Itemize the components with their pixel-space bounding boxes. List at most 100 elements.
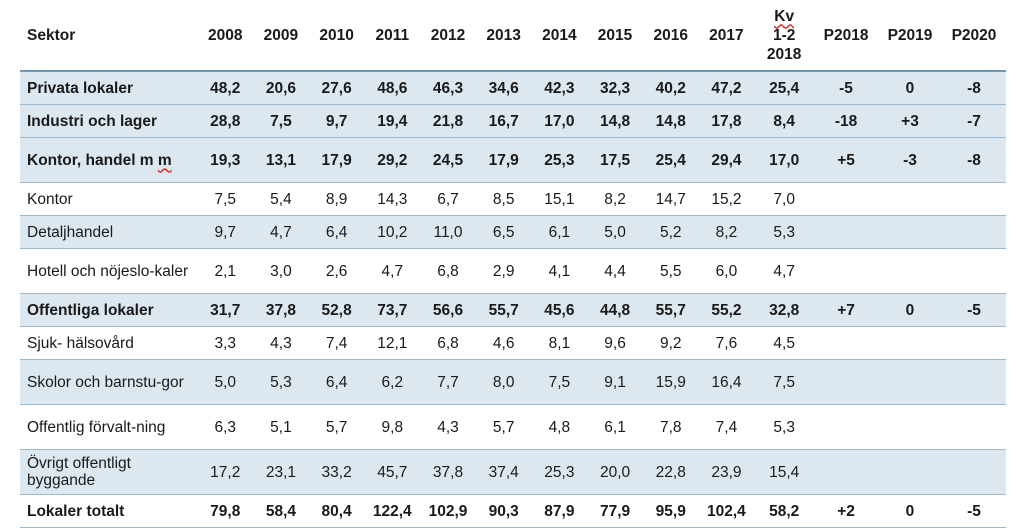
cell-kv-2018: 17,0 (754, 137, 815, 183)
cell-kv-2018: 4,5 (773, 334, 795, 352)
row-label: Privata lokaler (20, 71, 198, 105)
cell-year-value: 8,1 (548, 334, 571, 352)
table-row: Privata lokaler 48,2 20,6 27,6 48,6 46,3 34,6 4… (20, 71, 1006, 105)
cell-year-value: 7,5 (214, 190, 237, 208)
table-row: Lokaler totalt 79,8 58,4 80,4 122,4 102,9 90,3… (20, 495, 1006, 528)
cell-year-value: 52,8 (308, 293, 365, 327)
table-row: Hotell och nöjeslo-kaler 2,1 3,0 2,6 4,7 6,8 2… (20, 249, 1006, 294)
cell-year-value: 87,9 (544, 502, 575, 520)
cell-prognos-value: -5 (967, 502, 981, 520)
cell-prognos-value: +2 (837, 502, 855, 520)
cell-year-value: 56,6 (420, 293, 476, 327)
cell-year-value: 31,7 (197, 293, 254, 327)
column-header-kv-2018: Kv 1-2 2018 (754, 0, 815, 71)
cell-year-value: 20,0 (587, 449, 643, 495)
cell-year-value: 4,8 (548, 418, 571, 436)
column-header-year: 2016 (642, 0, 699, 71)
column-header-year: 2014 (531, 0, 588, 71)
cell-year-value: 25,4 (642, 137, 699, 183)
cell-year-value: 2,1 (214, 262, 237, 280)
cell-year-value: 19,3 (197, 137, 254, 183)
kv-label: Kv (774, 7, 795, 25)
row-label-text: Skolor och barnstu-gor (27, 373, 184, 391)
table-row: Skolor och barnstu-gor 5,0 5,3 6,4 6,2 7,7 8,0… (20, 359, 1006, 405)
cell-year-value: 40,2 (642, 71, 699, 105)
row-label-text: Offentliga lokaler (27, 301, 154, 319)
cell-year-value: 7,4 (325, 334, 348, 352)
cell-year-value: 7,5 (253, 104, 309, 138)
column-header-year: 2010 (308, 0, 365, 71)
cell-prognos-value (941, 215, 1006, 249)
cell-year-value: 8,9 (325, 190, 348, 208)
cell-year-value: 17,2 (197, 449, 254, 495)
cell-prognos-value: -7 (941, 104, 1006, 138)
cell-year-value: 5,7 (492, 418, 515, 436)
cell-year-value: 5,0 (587, 215, 643, 249)
row-label-text: Hotell och nöjeslo-kaler (27, 262, 189, 280)
cell-year-value: 44,8 (587, 293, 643, 327)
spellcheck-word: m (157, 151, 172, 169)
row-label: Lokaler totalt (20, 495, 197, 528)
cell-year-value: 9,1 (587, 359, 643, 405)
table-row: Sjuk- hälsovård 3,3 4,3 7,4 12,1 6,8 4,6 8,1 9,6… (20, 327, 1006, 360)
cell-year-value: 73,7 (364, 293, 421, 327)
cell-year-value: 6,0 (715, 262, 738, 280)
row-label: Hotell och nöjeslo-kaler (20, 249, 197, 294)
cell-prognos-value (878, 449, 942, 495)
cell-year-value: 3,0 (270, 262, 292, 280)
cell-year-value: 6,1 (531, 215, 588, 249)
cell-year-value: 6,4 (308, 215, 365, 249)
cell-year-value: 4,3 (437, 418, 459, 436)
cell-kv-2018: 15,4 (754, 449, 815, 495)
row-label-text: Privata lokaler (27, 79, 133, 97)
cell-prognos-value (942, 327, 1006, 360)
cell-year-value: 34,6 (475, 71, 532, 105)
cell-year-value: 5,2 (642, 215, 699, 249)
row-label-text: Sjuk- hälsovård (27, 334, 134, 352)
table-row: Kontor, handel m m 19,3 13,1 17,9 29,2 24,5 17… (20, 137, 1006, 183)
cell-year-value: 7,5 (531, 359, 588, 405)
cell-year-value: 4,7 (381, 262, 404, 280)
cell-year-value: 55,7 (475, 293, 532, 327)
cell-year-value: 6,5 (475, 215, 532, 249)
cell-year-value: 17,5 (587, 137, 643, 183)
cell-year-value: 25,3 (531, 137, 588, 183)
cell-prognos-value (941, 359, 1006, 405)
cell-year-value: 77,9 (599, 502, 631, 520)
cell-year-value: 95,9 (655, 502, 686, 520)
cell-year-value: 8,2 (604, 190, 626, 208)
cell-year-value: 9,8 (381, 418, 404, 436)
row-label: Övrigt offentligt byggande (20, 449, 198, 495)
cell-year-value: 102,9 (428, 502, 468, 520)
cell-kv-2018: 58,2 (769, 502, 800, 520)
cell-year-value: 15,9 (642, 359, 699, 405)
cell-prognos-value (814, 405, 878, 450)
row-label: Offentlig förvalt-ning (20, 405, 197, 450)
cell-year-value: 7,7 (420, 359, 476, 405)
cell-prognos-value: -5 (814, 71, 879, 105)
cell-prognos-value: -8 (941, 71, 1006, 105)
table-row: Kontor 7,5 5,4 8,9 14,3 6,7 8,5 15,1 8,2 14,7 15,2… (20, 183, 1006, 216)
cell-year-value: 45,6 (531, 293, 588, 327)
cell-year-value: 46,3 (420, 71, 476, 105)
cell-prognos-value: 0 (878, 293, 942, 327)
cell-prognos-value (878, 327, 942, 360)
row-label: Detaljhandel (20, 215, 198, 249)
row-label-text: Offentlig förvalt-ning (27, 418, 166, 436)
column-header-year: 2015 (587, 0, 643, 71)
cell-prognos-value: -18 (814, 104, 879, 138)
cell-prognos-value (942, 183, 1006, 216)
cell-prognos-value: -3 (878, 137, 942, 183)
header-row: Sektor 2008 2009 2010 2011 2012 2013 201… (20, 0, 1006, 71)
row-label: Sjuk- hälsovård (20, 327, 197, 360)
cell-prognos-value (878, 359, 942, 405)
cell-year-value: 5,0 (197, 359, 254, 405)
cell-prognos-value (814, 215, 879, 249)
cell-kv-2018: 8,4 (754, 104, 815, 138)
cell-year-value: 17,9 (475, 137, 532, 183)
cell-year-value: 7,4 (715, 418, 738, 436)
column-header-year: 2009 (253, 0, 309, 71)
cell-year-value: 4,7 (253, 215, 309, 249)
cell-year-value: 10,2 (364, 215, 421, 249)
cell-year-value: 27,6 (308, 71, 365, 105)
